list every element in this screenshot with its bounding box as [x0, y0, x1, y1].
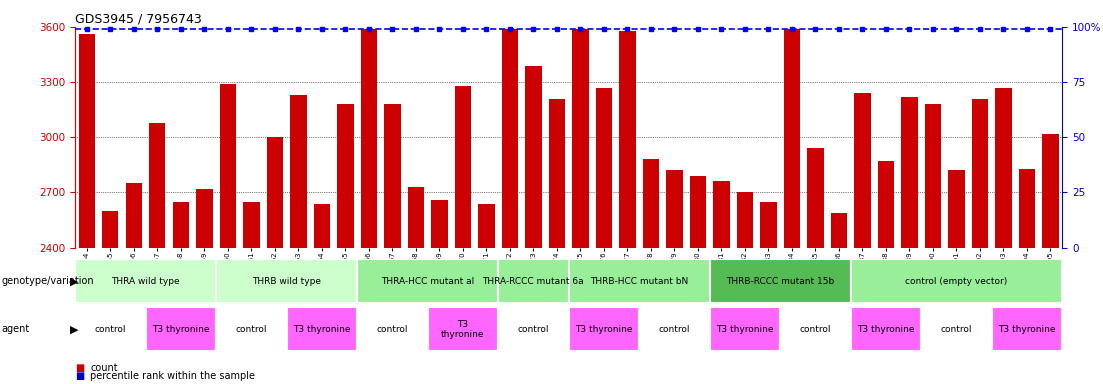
- Text: agent: agent: [1, 324, 30, 334]
- Bar: [548, 99, 565, 384]
- Bar: [408, 187, 424, 384]
- Bar: [525, 66, 542, 384]
- Bar: [1042, 134, 1059, 384]
- Text: THRB-HCC mutant bN: THRB-HCC mutant bN: [590, 277, 688, 286]
- Text: control: control: [941, 325, 972, 334]
- Bar: [146, 307, 216, 351]
- Bar: [126, 183, 142, 384]
- Bar: [972, 99, 988, 384]
- Bar: [780, 307, 850, 351]
- Bar: [454, 86, 471, 384]
- Bar: [639, 307, 709, 351]
- Bar: [760, 202, 777, 384]
- Bar: [831, 213, 847, 384]
- Bar: [924, 104, 941, 384]
- Text: ▶: ▶: [69, 324, 78, 334]
- Bar: [569, 307, 639, 351]
- Text: GDS3945 / 7956743: GDS3945 / 7956743: [75, 13, 202, 26]
- Bar: [643, 159, 660, 384]
- Bar: [709, 307, 780, 351]
- Bar: [103, 211, 118, 384]
- Bar: [75, 259, 216, 303]
- Text: THRA wild type: THRA wild type: [111, 277, 180, 286]
- Bar: [428, 307, 499, 351]
- Text: THRB wild type: THRB wild type: [253, 277, 321, 286]
- Bar: [499, 259, 569, 303]
- Bar: [572, 29, 589, 384]
- Text: THRB-RCCC mutant 15b: THRB-RCCC mutant 15b: [726, 277, 834, 286]
- Text: T3 thyronine: T3 thyronine: [575, 325, 633, 334]
- Bar: [149, 122, 165, 384]
- Bar: [172, 202, 189, 384]
- Bar: [901, 97, 918, 384]
- Text: T3 thyronine: T3 thyronine: [152, 325, 210, 334]
- Bar: [783, 29, 800, 384]
- Bar: [499, 307, 569, 351]
- Text: ■: ■: [75, 371, 84, 381]
- Bar: [338, 104, 354, 384]
- Text: T3 thyronine: T3 thyronine: [716, 325, 773, 334]
- Bar: [361, 29, 377, 384]
- Bar: [219, 84, 236, 384]
- Bar: [287, 307, 357, 351]
- Text: count: count: [90, 363, 118, 373]
- Text: genotype/variation: genotype/variation: [1, 276, 94, 286]
- Text: T3 thyronine: T3 thyronine: [998, 325, 1056, 334]
- Bar: [569, 259, 709, 303]
- Text: ▶: ▶: [69, 276, 78, 286]
- Text: T3 thyronine: T3 thyronine: [293, 325, 351, 334]
- Bar: [850, 307, 921, 351]
- Text: THRA-RCCC mutant 6a: THRA-RCCC mutant 6a: [482, 277, 585, 286]
- Bar: [921, 307, 992, 351]
- Bar: [949, 170, 965, 384]
- Bar: [709, 259, 850, 303]
- Text: control: control: [236, 325, 267, 334]
- Bar: [313, 204, 330, 384]
- Text: T3 thyronine: T3 thyronine: [857, 325, 914, 334]
- Bar: [737, 192, 753, 384]
- Bar: [666, 170, 683, 384]
- Bar: [216, 307, 287, 351]
- Bar: [357, 307, 428, 351]
- Bar: [75, 307, 146, 351]
- Bar: [1019, 169, 1035, 384]
- Bar: [502, 29, 518, 384]
- Bar: [992, 307, 1062, 351]
- Text: percentile rank within the sample: percentile rank within the sample: [90, 371, 256, 381]
- Text: control: control: [800, 325, 832, 334]
- Bar: [357, 259, 499, 303]
- Bar: [196, 189, 213, 384]
- Bar: [850, 259, 1062, 303]
- Text: control: control: [95, 325, 126, 334]
- Text: THRA-HCC mutant al: THRA-HCC mutant al: [381, 277, 474, 286]
- Text: control (empty vector): control (empty vector): [906, 277, 1007, 286]
- Bar: [78, 34, 95, 384]
- Bar: [619, 31, 635, 384]
- Bar: [267, 137, 283, 384]
- Bar: [290, 95, 307, 384]
- Text: control: control: [517, 325, 549, 334]
- Bar: [689, 176, 706, 384]
- Bar: [243, 202, 259, 384]
- Bar: [854, 93, 870, 384]
- Bar: [478, 204, 494, 384]
- Bar: [995, 88, 1011, 384]
- Text: T3
thyronine: T3 thyronine: [441, 319, 484, 339]
- Bar: [596, 88, 612, 384]
- Bar: [384, 104, 400, 384]
- Text: control: control: [658, 325, 690, 334]
- Bar: [714, 181, 729, 384]
- Text: ■: ■: [75, 363, 84, 373]
- Bar: [431, 200, 448, 384]
- Bar: [216, 259, 357, 303]
- Bar: [807, 148, 824, 384]
- Bar: [878, 161, 895, 384]
- Text: control: control: [376, 325, 408, 334]
